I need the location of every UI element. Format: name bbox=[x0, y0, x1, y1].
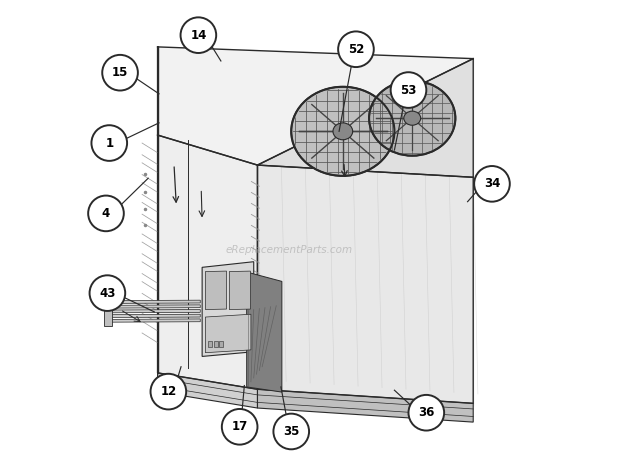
Polygon shape bbox=[106, 310, 200, 313]
Text: 14: 14 bbox=[190, 29, 206, 42]
Polygon shape bbox=[157, 47, 473, 165]
Ellipse shape bbox=[404, 111, 421, 125]
Ellipse shape bbox=[369, 81, 455, 156]
Polygon shape bbox=[106, 319, 200, 322]
Circle shape bbox=[338, 31, 374, 67]
Bar bbox=[208, 341, 212, 347]
Circle shape bbox=[409, 395, 444, 431]
Ellipse shape bbox=[333, 123, 353, 140]
Circle shape bbox=[222, 409, 257, 445]
Text: 4: 4 bbox=[102, 207, 110, 220]
Polygon shape bbox=[157, 373, 257, 408]
Bar bbox=[104, 305, 112, 326]
Bar bbox=[219, 341, 223, 347]
Text: 53: 53 bbox=[401, 83, 417, 97]
Text: 1: 1 bbox=[105, 136, 113, 150]
Polygon shape bbox=[202, 262, 254, 356]
Circle shape bbox=[180, 17, 216, 53]
Text: 12: 12 bbox=[160, 385, 177, 398]
Polygon shape bbox=[157, 135, 257, 389]
Text: 52: 52 bbox=[348, 43, 364, 56]
Text: 36: 36 bbox=[418, 406, 435, 419]
Circle shape bbox=[91, 125, 127, 161]
Ellipse shape bbox=[291, 87, 394, 176]
Polygon shape bbox=[257, 389, 473, 422]
Text: 17: 17 bbox=[231, 420, 248, 433]
Polygon shape bbox=[106, 314, 200, 318]
Polygon shape bbox=[205, 314, 251, 353]
Polygon shape bbox=[247, 272, 282, 392]
Polygon shape bbox=[106, 300, 200, 303]
Text: eReplacementParts.com: eReplacementParts.com bbox=[225, 244, 352, 255]
Polygon shape bbox=[205, 271, 226, 310]
Circle shape bbox=[273, 414, 309, 449]
Bar bbox=[214, 341, 218, 347]
Circle shape bbox=[89, 275, 125, 311]
Text: 43: 43 bbox=[99, 287, 115, 300]
Text: 35: 35 bbox=[283, 425, 299, 438]
Circle shape bbox=[391, 72, 427, 108]
Polygon shape bbox=[106, 305, 200, 308]
Circle shape bbox=[88, 196, 124, 231]
Circle shape bbox=[151, 374, 186, 409]
Text: 15: 15 bbox=[112, 66, 128, 79]
Polygon shape bbox=[257, 59, 473, 177]
Circle shape bbox=[474, 166, 510, 202]
Text: 34: 34 bbox=[484, 177, 500, 190]
Polygon shape bbox=[229, 271, 250, 310]
Circle shape bbox=[102, 55, 138, 91]
Polygon shape bbox=[257, 165, 473, 403]
